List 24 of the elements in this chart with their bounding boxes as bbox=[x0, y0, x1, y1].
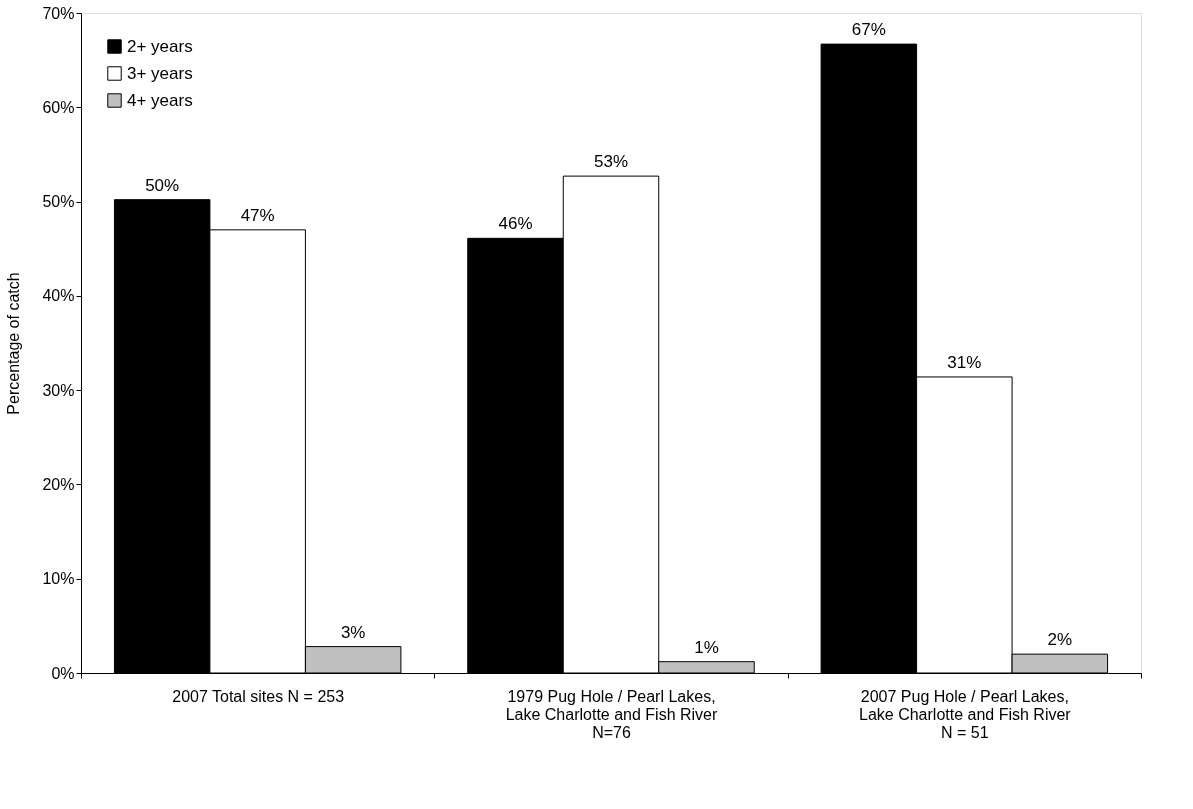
x-tick-label: 2007 Total sites N = 253 bbox=[172, 687, 345, 705]
y-tick-label: 30% bbox=[42, 381, 75, 399]
x-tick-label: 1979 Pug Hole / Pearl Lakes, Lake Charlotte and Fish River N=76 bbox=[505, 687, 718, 741]
y-tick-label: 0% bbox=[51, 664, 75, 682]
data-label: 50% bbox=[145, 175, 180, 195]
y-axis-title: Percentage of catch bbox=[5, 272, 23, 415]
legend-label: 4+ years bbox=[127, 90, 193, 110]
y-tick-label: 20% bbox=[42, 475, 75, 493]
y-tick-label: 50% bbox=[42, 193, 75, 211]
x-tick-label: 2007 Pug Hole / Pearl Lakes, Lake Charlotte and Fish River N = 51 bbox=[859, 687, 1072, 741]
data-label: 53% bbox=[593, 152, 629, 172]
data-label: 67% bbox=[851, 20, 886, 40]
y-tick-label: 60% bbox=[42, 98, 75, 116]
data-label: 46% bbox=[498, 214, 533, 234]
legend-label: 2+ years bbox=[127, 36, 193, 56]
y-tick-label: 70% bbox=[42, 4, 75, 22]
data-label: 3% bbox=[340, 622, 366, 642]
data-label: 1% bbox=[694, 637, 719, 657]
data-label: 31% bbox=[947, 352, 982, 372]
y-tick-label: 10% bbox=[42, 570, 75, 588]
legend-label: 3+ years bbox=[127, 63, 193, 83]
data-label: 47% bbox=[240, 205, 275, 225]
y-tick-label: 40% bbox=[42, 287, 75, 305]
data-label: 2% bbox=[1047, 630, 1073, 650]
